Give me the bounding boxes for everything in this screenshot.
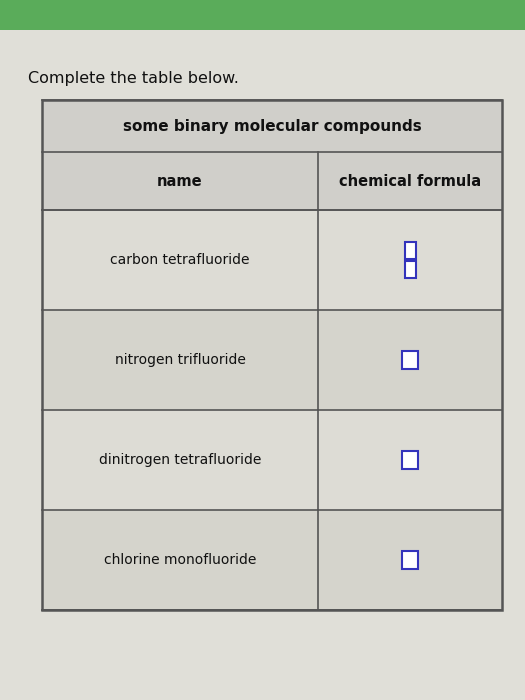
Bar: [42, 210, 502, 310]
Bar: [402, 351, 418, 369]
Bar: [42, 100, 502, 152]
Text: chlorine monofluoride: chlorine monofluoride: [104, 553, 256, 567]
Bar: [42, 410, 502, 510]
Bar: [42, 310, 502, 410]
Bar: [42, 510, 502, 610]
Text: name: name: [157, 174, 203, 188]
Bar: [42, 100, 502, 610]
Bar: [404, 261, 415, 278]
Text: chemical formula: chemical formula: [339, 174, 481, 188]
Text: Complete the table below.: Complete the table below.: [28, 71, 239, 85]
Bar: [42, 152, 502, 210]
Text: carbon tetrafluoride: carbon tetrafluoride: [110, 253, 250, 267]
Bar: [42, 100, 502, 610]
Text: dinitrogen tetrafluoride: dinitrogen tetrafluoride: [99, 453, 261, 467]
Text: nitrogen trifluoride: nitrogen trifluoride: [114, 353, 246, 367]
Bar: [0, 0, 525, 30]
Bar: [402, 451, 418, 469]
Text: some binary molecular compounds: some binary molecular compounds: [123, 118, 422, 134]
Bar: [404, 242, 415, 259]
Bar: [402, 551, 418, 569]
